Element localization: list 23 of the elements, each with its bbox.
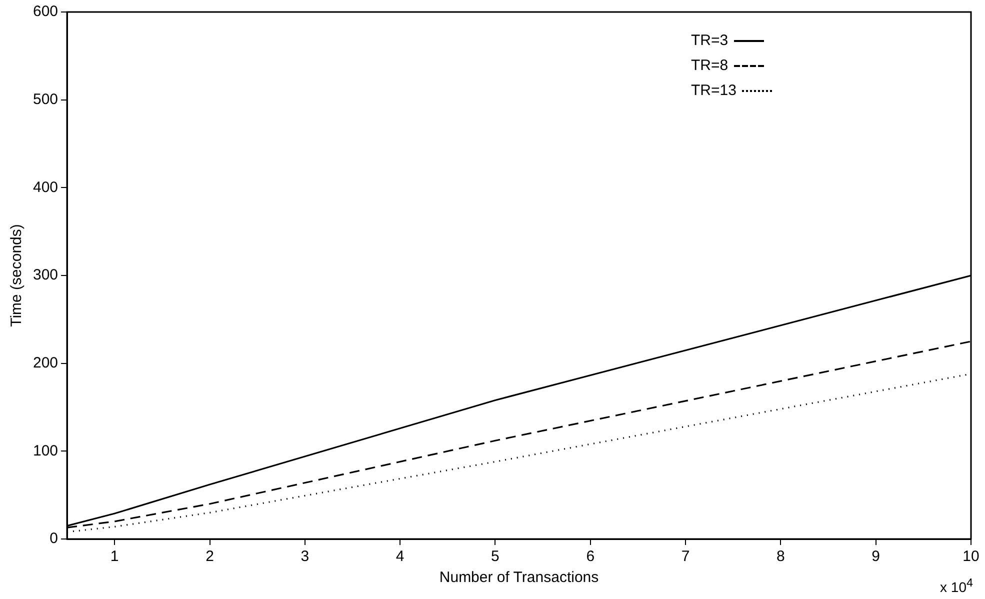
x-tick-label: 9 [872,548,880,566]
x-tick-label: 2 [206,548,214,566]
legend-label: TR=8 [691,57,728,74]
x-tick-label: 8 [776,548,785,566]
y-tick-label: 500 [32,90,58,108]
x-tick-label: 7 [681,548,690,566]
x-tick-label: 4 [396,548,404,566]
x-tick-label: 10 [962,548,980,566]
x-tick-label: 6 [586,548,595,566]
x-tick-label: 5 [491,548,500,566]
y-tick-label: 400 [32,178,58,196]
y-axis-title: Time (seconds) [8,224,26,327]
y-tick-label: 200 [32,354,58,372]
y-tick-label: 300 [32,266,58,284]
x-tick-label: 1 [110,548,119,566]
y-tick-label: 0 [50,530,58,548]
y-tick-label: 600 [32,3,58,20]
x-axis-title: Number of Transactions [439,569,599,586]
y-tick-label: 100 [32,442,58,460]
x-tick-label: 3 [300,548,310,566]
legend-label: TR=13 [691,82,736,99]
text: x 10$^{4}$ [940,576,973,595]
legend-label: TR=3 [691,32,728,49]
